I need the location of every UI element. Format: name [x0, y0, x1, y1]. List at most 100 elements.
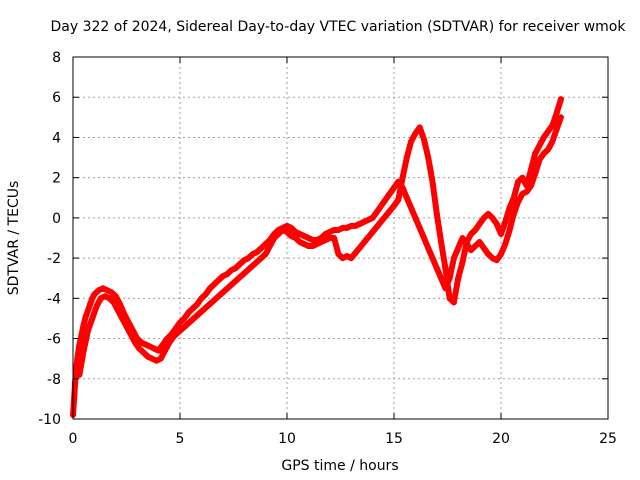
data-point: [553, 110, 560, 117]
data-point: [219, 273, 226, 280]
y-tick-label: -2: [47, 251, 61, 267]
data-point: [162, 347, 168, 354]
data-point: [288, 233, 295, 239]
data-point: [399, 174, 406, 181]
data-point: [365, 216, 372, 223]
data-point: [545, 146, 552, 153]
x-tick-label: 0: [69, 431, 78, 447]
data-point: [476, 220, 483, 227]
data-point: [322, 231, 329, 237]
data-point: [305, 235, 312, 241]
data-point: [224, 271, 231, 278]
data-point: [249, 251, 256, 258]
data-point: [416, 124, 423, 131]
data-point: [519, 174, 526, 181]
data-point: [326, 229, 333, 235]
data-point: [468, 231, 474, 237]
axis-ticks: [72, 56, 609, 420]
data-point: [425, 154, 432, 161]
data-point: [335, 251, 342, 258]
data-point: [391, 184, 397, 191]
data-point: [455, 245, 462, 252]
data-point: [502, 241, 509, 247]
data-point: [151, 345, 158, 352]
data-point: [450, 255, 457, 262]
data-point: [155, 347, 162, 354]
data-point: [136, 345, 143, 352]
data-point: [510, 210, 517, 217]
data-point: [416, 224, 423, 231]
data-point: [100, 285, 106, 292]
data-point: [149, 355, 156, 362]
data-point: [343, 224, 350, 231]
data-point: [215, 277, 222, 284]
data-point: [318, 239, 325, 245]
data-point: [93, 303, 100, 310]
data-point: [528, 166, 534, 173]
data-point: [85, 307, 91, 314]
data-point: [382, 196, 389, 203]
data-point: [356, 220, 363, 227]
y-tick-label: -4: [47, 291, 61, 307]
data-point: [144, 353, 151, 360]
data-point: [450, 299, 457, 306]
data-point: [271, 235, 278, 241]
data-point: [275, 231, 282, 237]
data-point: [408, 204, 415, 211]
plot-frame: [72, 56, 609, 420]
x-tick-labels: 0 5 10 15 20 25: [69, 431, 617, 447]
data-point: [549, 138, 556, 145]
data-point: [185, 309, 192, 316]
data-point: [378, 202, 385, 209]
data-point: [322, 237, 329, 243]
x-tick-label: 25: [599, 431, 617, 447]
data-point: [519, 190, 526, 197]
data-point: [373, 208, 380, 215]
data-point: [301, 241, 308, 247]
data-point: [102, 293, 109, 300]
data-point: [438, 239, 445, 245]
data-point: [147, 343, 153, 350]
data-point: [153, 357, 160, 364]
y-tick-label: -10: [38, 412, 61, 428]
y-tick-label: -8: [47, 372, 61, 388]
data-point: [89, 295, 96, 302]
data-point: [292, 235, 299, 241]
data-point: [245, 255, 252, 262]
data-point: [493, 220, 500, 227]
data-point: [515, 198, 522, 205]
data-point: [89, 315, 96, 322]
data-point: [403, 154, 410, 161]
data-point: [361, 218, 367, 225]
data-point: [279, 227, 286, 233]
data-point: [502, 218, 509, 225]
x-tick-label: 10: [278, 431, 296, 447]
data-point: [421, 235, 427, 241]
data-point: [391, 202, 397, 209]
grid: [73, 57, 608, 419]
data-point: [476, 239, 483, 245]
data-point: [386, 190, 393, 197]
data-point: [106, 295, 113, 302]
data-point: [438, 275, 445, 282]
data-point: [78, 331, 85, 338]
data-point: [403, 194, 410, 201]
data-point: [202, 291, 209, 298]
data-point: [425, 245, 432, 252]
data-point: [549, 122, 556, 129]
data-point: [236, 261, 243, 268]
data-point: [489, 214, 496, 221]
data-point: [87, 301, 94, 308]
data-point: [127, 331, 134, 338]
data-point: [468, 247, 474, 254]
data-point: [119, 315, 126, 322]
data-point: [421, 136, 427, 143]
data-point: [339, 255, 346, 262]
data-point: [140, 349, 147, 356]
data-point: [198, 295, 205, 302]
data-point: [343, 253, 350, 260]
data-point: [258, 245, 265, 252]
data-point: [189, 305, 196, 312]
data-point: [348, 255, 355, 262]
